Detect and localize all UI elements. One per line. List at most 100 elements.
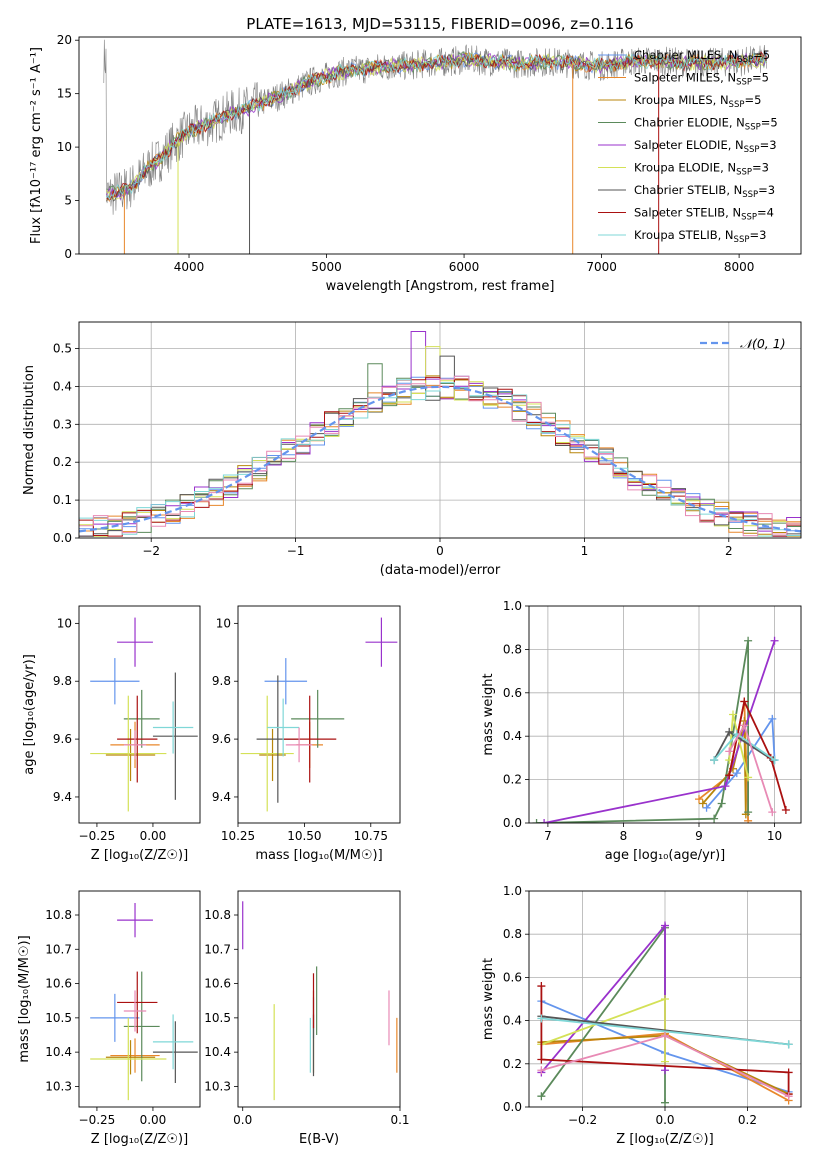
mass-weight-line bbox=[728, 698, 787, 811]
mass-weight-marker bbox=[725, 747, 734, 756]
legend-tail: =5 bbox=[744, 93, 761, 107]
x-tick-label: 9 bbox=[695, 829, 703, 843]
y-tick-label: 0.8 bbox=[503, 927, 522, 941]
y-tick-label: 0.1 bbox=[53, 493, 72, 507]
mass-weight-marker bbox=[710, 814, 719, 823]
mass-weight-marker bbox=[661, 1057, 669, 1066]
x-tick-label: −0.25 bbox=[79, 1113, 116, 1127]
mass-weight-marker bbox=[740, 721, 749, 730]
x-axis-label: wavelength [Angstrom, rest frame] bbox=[326, 279, 555, 294]
errorbar-point bbox=[117, 903, 153, 938]
x-axis-label: mass [log₁₀(M/M☉)] bbox=[255, 848, 382, 863]
mass-weight-marker bbox=[540, 819, 549, 823]
y-tick-label: 10.4 bbox=[45, 1045, 72, 1059]
panel-mass_vs_Z: −0.25 0.00 10.3 10.4 10.5 10.6 10.7 10.8 Z [log₁… bbox=[17, 890, 201, 1147]
axes-frame bbox=[528, 605, 802, 824]
y-tick-label: 10.6 bbox=[45, 977, 72, 991]
panel-mass_vs_EBV: 0.0 0.1 10.3 10.4 10.5 10.6 10.7 10.8 E(B-V) bbox=[204, 890, 410, 1147]
y-tick-label: 10 bbox=[57, 140, 72, 154]
y-tick-label: 10.6 bbox=[204, 977, 231, 991]
plot-area bbox=[240, 617, 398, 812]
y-tick-label: 0.4 bbox=[53, 379, 72, 393]
x-tick-label: 1 bbox=[581, 544, 589, 558]
panel-massweight_vs_Z: −0.2 0.0 0.2 0.0 0.2 0.4 0.6 0.8 1.0 Z [log₁₀(Z/Z… bbox=[481, 884, 802, 1147]
legend-entry: Salpeter MILES, NSSP=5 bbox=[634, 71, 769, 88]
mass-weight-marker bbox=[744, 636, 753, 645]
legend-sub: SSP bbox=[729, 100, 745, 110]
y-tick-label: 10.8 bbox=[45, 908, 72, 922]
mass-weight-marker bbox=[661, 1066, 669, 1075]
y-tick-label: 0 bbox=[64, 247, 72, 261]
legend-sub: SSP bbox=[734, 235, 750, 245]
errorbar-point bbox=[240, 695, 294, 812]
panel-age_vs_mass: 10.25 10.50 10.75 9.4 9.6 9.8 10 mass [log₁₀(M/… bbox=[212, 605, 401, 863]
legend-label: Salpeter MILES, N bbox=[634, 71, 736, 85]
x-tick-label: 10.50 bbox=[287, 829, 321, 843]
y-tick-label: 0.0 bbox=[503, 1100, 522, 1114]
legend-label: Kroupa MILES, N bbox=[634, 93, 729, 107]
errorbar-point bbox=[90, 993, 140, 1042]
y-tick-label: 0.2 bbox=[503, 773, 522, 787]
panel-age_vs_Z: −0.25 0.00 9.4 9.6 9.8 10 Z [log₁₀(Z/Z☉)] age [… bbox=[22, 605, 201, 863]
x-tick-label: −2 bbox=[142, 544, 160, 558]
x-tick-label: 0.2 bbox=[738, 1113, 757, 1127]
errorbar-point bbox=[110, 1038, 160, 1073]
legend-tail: =5 bbox=[761, 116, 778, 130]
mass-weight-marker bbox=[725, 727, 734, 736]
mass-weight-marker bbox=[768, 714, 777, 723]
mass-weight-marker bbox=[661, 921, 669, 930]
legend-label: Chabrier MILES, N bbox=[634, 48, 737, 62]
mass-weight-marker bbox=[698, 799, 707, 808]
panel-massweight_vs_age: 7 8 9 10 0.0 0.2 0.4 0.6 0.8 1.0 age [log₁₀(age/yr… bbox=[481, 599, 802, 863]
x-tick-label: 0 bbox=[436, 544, 444, 558]
legend-sub: SSP bbox=[741, 213, 757, 223]
y-tick-label: 10.4 bbox=[204, 1045, 231, 1059]
y-axis-label: mass [log₁₀(M/M☉)] bbox=[17, 935, 32, 1062]
x-tick-label: 0.00 bbox=[140, 1113, 167, 1127]
y-axis-label: Flux [fλ10⁻¹⁷ erg cm⁻² s⁻¹ A⁻¹] bbox=[29, 47, 44, 244]
mass-weight-marker bbox=[725, 771, 734, 780]
x-tick-label: −0.2 bbox=[568, 1113, 597, 1127]
legend-label: Kroupa STELIB, N bbox=[634, 228, 734, 242]
model-line bbox=[106, 51, 767, 201]
x-tick-label: 0.1 bbox=[390, 1113, 409, 1127]
errorbar-point bbox=[123, 990, 147, 1032]
y-tick-label: 0.8 bbox=[503, 642, 522, 656]
mass-weight-marker bbox=[784, 1040, 793, 1049]
y-tick-label: 10.5 bbox=[45, 1011, 72, 1025]
x-axis-label: (data-model)/error bbox=[380, 563, 501, 578]
legend-label: Salpeter ELODIE, N bbox=[634, 138, 744, 152]
y-tick-label: 0.2 bbox=[53, 455, 72, 469]
mass-weight-line bbox=[541, 1017, 789, 1046]
y-tick-label: 9.8 bbox=[53, 674, 72, 688]
legend-tail: =3 bbox=[749, 228, 766, 242]
plot-area bbox=[90, 903, 198, 1101]
model-line bbox=[106, 53, 767, 201]
mass-weight-marker bbox=[710, 756, 719, 765]
x-tick-label: 10 bbox=[767, 829, 782, 843]
mass-weight-marker bbox=[729, 710, 737, 719]
legend-entry: 𝒩(0, 1) bbox=[740, 336, 786, 351]
legend-tail: =4 bbox=[757, 206, 774, 220]
x-tick-label: 10.25 bbox=[221, 829, 255, 843]
errorbar-point bbox=[105, 1040, 156, 1075]
mass-weight-marker bbox=[768, 808, 777, 817]
x-tick-label: 0.0 bbox=[655, 1113, 674, 1127]
legend: 𝒩(0, 1) bbox=[700, 336, 786, 351]
x-axis-label: Z [log₁₀(Z/Z☉)] bbox=[91, 848, 188, 863]
legend-label: Chabrier ELODIE, N bbox=[634, 116, 745, 130]
histogram-step bbox=[79, 375, 801, 537]
normal-curve bbox=[79, 385, 801, 533]
mass-weight-marker bbox=[721, 782, 730, 791]
y-axis-label: age [log₁₀(age/yr)] bbox=[22, 654, 37, 775]
mass-weight-marker bbox=[770, 756, 779, 765]
y-tick-label: 10.3 bbox=[204, 1079, 231, 1093]
plot-area bbox=[103, 39, 768, 254]
x-tick-label: 0.00 bbox=[140, 829, 167, 843]
axes-frame bbox=[78, 890, 201, 1108]
mass-weight-marker bbox=[781, 805, 790, 814]
legend-tail: =3 bbox=[760, 138, 777, 152]
errorbar-point bbox=[117, 971, 158, 1034]
mass-weight-marker bbox=[744, 816, 753, 823]
data-spectrum-line bbox=[103, 39, 767, 215]
